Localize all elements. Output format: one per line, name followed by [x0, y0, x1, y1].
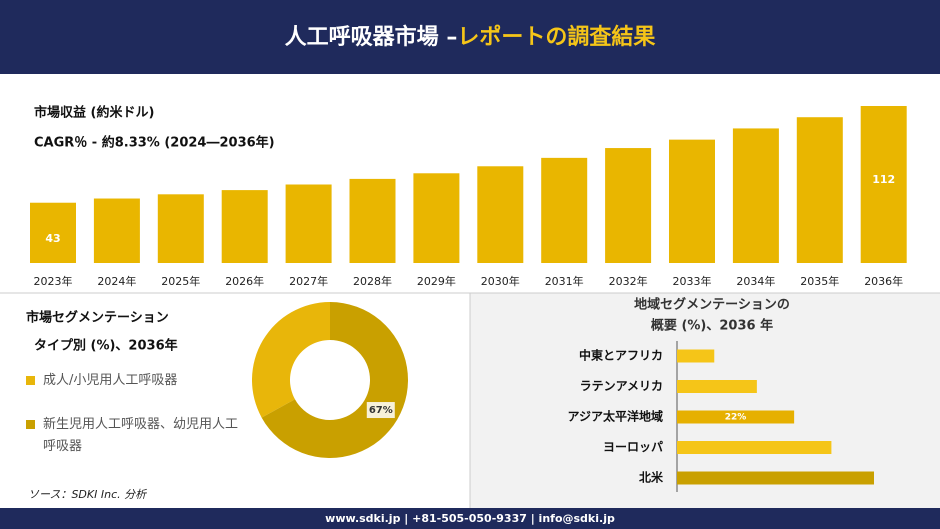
donut-slice — [252, 302, 330, 418]
label-bg — [366, 402, 395, 419]
bar — [677, 441, 832, 454]
value-label: 112 — [872, 173, 895, 186]
bar — [477, 166, 524, 263]
chart-subtitle: CAGR％ - 約8.33% (2024―2036年) — [34, 135, 275, 151]
title-highlight: レポートの調査結果 — [457, 24, 655, 50]
legend: 成人/小児用人工呼吸器新生児用人工呼吸器、幼児用人工呼吸器 — [26, 370, 241, 480]
bar — [677, 471, 874, 485]
bar — [413, 173, 460, 263]
chart-subtitle: 概要 (%)、2036 年 — [651, 318, 773, 334]
bar — [677, 410, 795, 424]
x-tick-label: 2029年 — [417, 274, 456, 288]
footer: www.sdki.jp | +81-505-050-9337 | info@sd… — [325, 512, 615, 525]
bar — [796, 117, 843, 263]
bar — [605, 148, 652, 263]
x-tick-label: 2027年 — [289, 274, 328, 288]
legend-item: 新生児用人工呼吸器、幼児用人工呼吸器 — [26, 414, 241, 458]
x-tick-label: 2026年 — [225, 274, 264, 288]
title-main: 人工呼吸器市場 – — [285, 24, 458, 50]
y-tick-label: 中東とアフリカ — [579, 348, 663, 363]
x-tick-label: 2034年 — [736, 274, 775, 288]
legend-swatch — [26, 376, 35, 385]
bar — [93, 198, 140, 263]
x-tick-label: 2032年 — [609, 274, 648, 288]
bar — [349, 178, 396, 263]
chart-subtitle: タイプ別 (%)、2036年 — [34, 338, 178, 354]
bar — [732, 128, 779, 263]
legend-label: 新生児用人工呼吸器、幼児用人工呼吸器 — [43, 417, 239, 454]
bar — [221, 190, 268, 263]
value-label: 67% — [369, 405, 393, 416]
y-tick-label: 北米 — [639, 470, 664, 485]
bar — [285, 184, 332, 263]
x-tick-label: 2030年 — [481, 274, 520, 288]
chart-title: 地域セグメンテーションの — [634, 297, 790, 313]
y-tick-label: アジア太平洋地域 — [567, 409, 663, 424]
y-tick-label: ヨーロッパ — [603, 440, 663, 454]
legend-swatch — [26, 420, 35, 429]
x-tick-label: 2033年 — [673, 274, 712, 288]
x-tick-label: 2036年 — [864, 274, 903, 288]
source: ソース：SDKI Inc. 分析 — [28, 488, 148, 501]
value-label: 22% — [725, 413, 747, 423]
bar — [677, 349, 715, 363]
bar — [860, 106, 907, 263]
x-tick-label: 2028年 — [353, 274, 392, 288]
header-title: 人工呼吸器市場 –レポートの調査結果 — [285, 24, 656, 50]
legend-label: 成人/小児用人工呼吸器 — [43, 373, 178, 388]
bar — [677, 380, 757, 393]
x-tick-label: 2023年 — [34, 274, 73, 288]
chart-title: 市場収益 (約米ドル) — [34, 105, 154, 121]
footer-bar — [0, 508, 940, 529]
x-tick-label: 2025年 — [161, 274, 200, 288]
bar — [669, 139, 715, 263]
bar — [30, 202, 76, 263]
value-label: 43 — [45, 232, 60, 245]
x-tick-label: 2031年 — [545, 274, 584, 288]
bar — [157, 194, 204, 263]
bar — [541, 157, 588, 263]
header-bar — [0, 0, 940, 74]
chart-title: 市場セグメンテーション — [26, 310, 169, 326]
legend-item: 成人/小児用人工呼吸器 — [26, 370, 241, 392]
y-tick-label: ラテンアメリカ — [580, 379, 663, 393]
donut-slice — [261, 302, 408, 458]
x-tick-label: 2035年 — [800, 274, 839, 288]
x-tick-label: 2024年 — [97, 274, 136, 288]
